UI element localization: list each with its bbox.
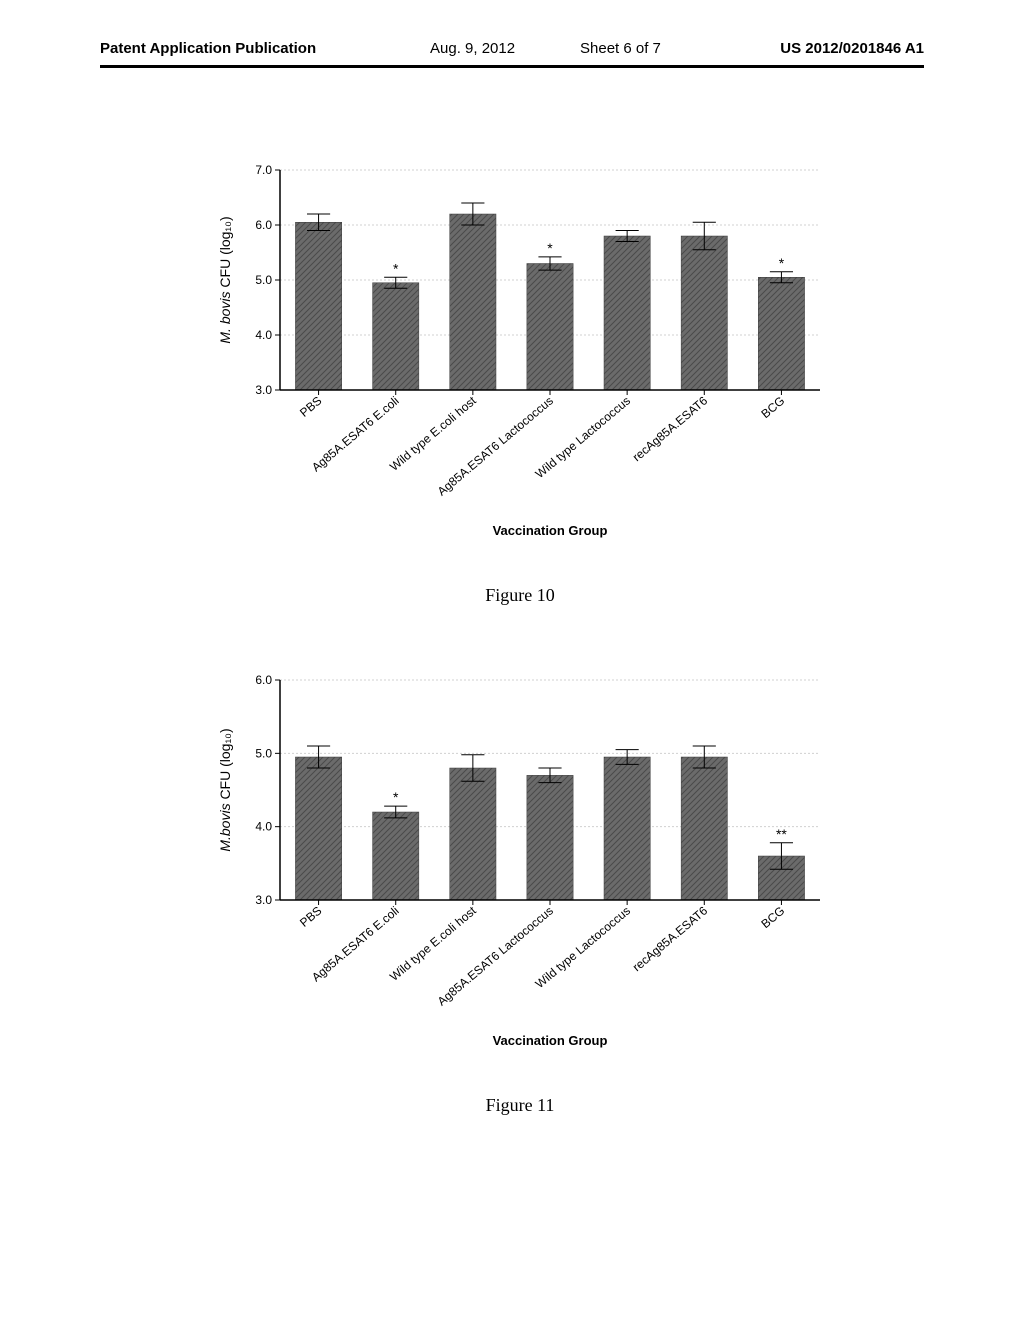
svg-text:Vaccination Group: Vaccination Group xyxy=(493,523,608,538)
figure-11-caption: Figure 11 xyxy=(200,1095,840,1116)
svg-text:*: * xyxy=(547,240,553,256)
svg-text:4.0: 4.0 xyxy=(255,328,272,342)
figure-10-container: 3.04.05.06.07.0PBS*Ag85A.ESAT6 E.coliWil… xyxy=(200,160,840,606)
svg-text:recAg85A.ESAT6: recAg85A.ESAT6 xyxy=(630,393,711,464)
bar-chart-figure-11: 3.04.05.06.0PBS*Ag85A.ESAT6 E.coliWild t… xyxy=(200,670,840,1060)
bar xyxy=(527,775,573,900)
svg-text:**: ** xyxy=(776,826,787,842)
publication-label: Patent Application Publication xyxy=(100,40,316,57)
svg-text:M.bovis CFU (log₁₀): M.bovis CFU (log₁₀) xyxy=(217,728,233,851)
bar xyxy=(681,757,727,900)
svg-text:4.0: 4.0 xyxy=(255,820,272,834)
figure-10-caption: Figure 10 xyxy=(200,585,840,606)
bar xyxy=(295,222,341,390)
bar xyxy=(681,236,727,390)
patent-number: US 2012/0201846 A1 xyxy=(780,40,924,57)
bar xyxy=(758,277,804,390)
svg-text:recAg85A.ESAT6: recAg85A.ESAT6 xyxy=(630,903,711,974)
svg-text:M. bovis CFU (log₁₀): M. bovis CFU (log₁₀) xyxy=(217,216,233,343)
svg-text:5.0: 5.0 xyxy=(255,273,272,287)
sheet-indicator: Sheet 6 of 7 xyxy=(580,40,661,57)
bar xyxy=(373,283,419,390)
svg-text:7.0: 7.0 xyxy=(255,163,272,177)
svg-text:3.0: 3.0 xyxy=(255,383,272,397)
publication-date: Aug. 9, 2012 xyxy=(430,40,515,57)
bar xyxy=(527,264,573,391)
bar xyxy=(604,757,650,900)
svg-text:BCG: BCG xyxy=(758,904,787,931)
header-rule xyxy=(100,65,924,68)
bar-chart-figure-10: 3.04.05.06.07.0PBS*Ag85A.ESAT6 E.coliWil… xyxy=(200,160,840,550)
svg-text:PBS: PBS xyxy=(297,904,324,930)
svg-text:5.0: 5.0 xyxy=(255,746,272,760)
bar xyxy=(295,757,341,900)
svg-text:*: * xyxy=(393,789,399,805)
svg-text:*: * xyxy=(393,260,399,276)
bar xyxy=(450,768,496,900)
bar xyxy=(373,812,419,900)
bar xyxy=(450,214,496,390)
svg-text:BCG: BCG xyxy=(758,394,787,421)
svg-text:Vaccination Group: Vaccination Group xyxy=(493,1033,608,1048)
svg-text:6.0: 6.0 xyxy=(255,673,272,687)
svg-text:3.0: 3.0 xyxy=(255,893,272,907)
svg-text:*: * xyxy=(779,255,785,271)
bar xyxy=(604,236,650,390)
svg-text:6.0: 6.0 xyxy=(255,218,272,232)
svg-text:PBS: PBS xyxy=(297,394,324,420)
figure-11-container: 3.04.05.06.0PBS*Ag85A.ESAT6 E.coliWild t… xyxy=(200,670,840,1116)
